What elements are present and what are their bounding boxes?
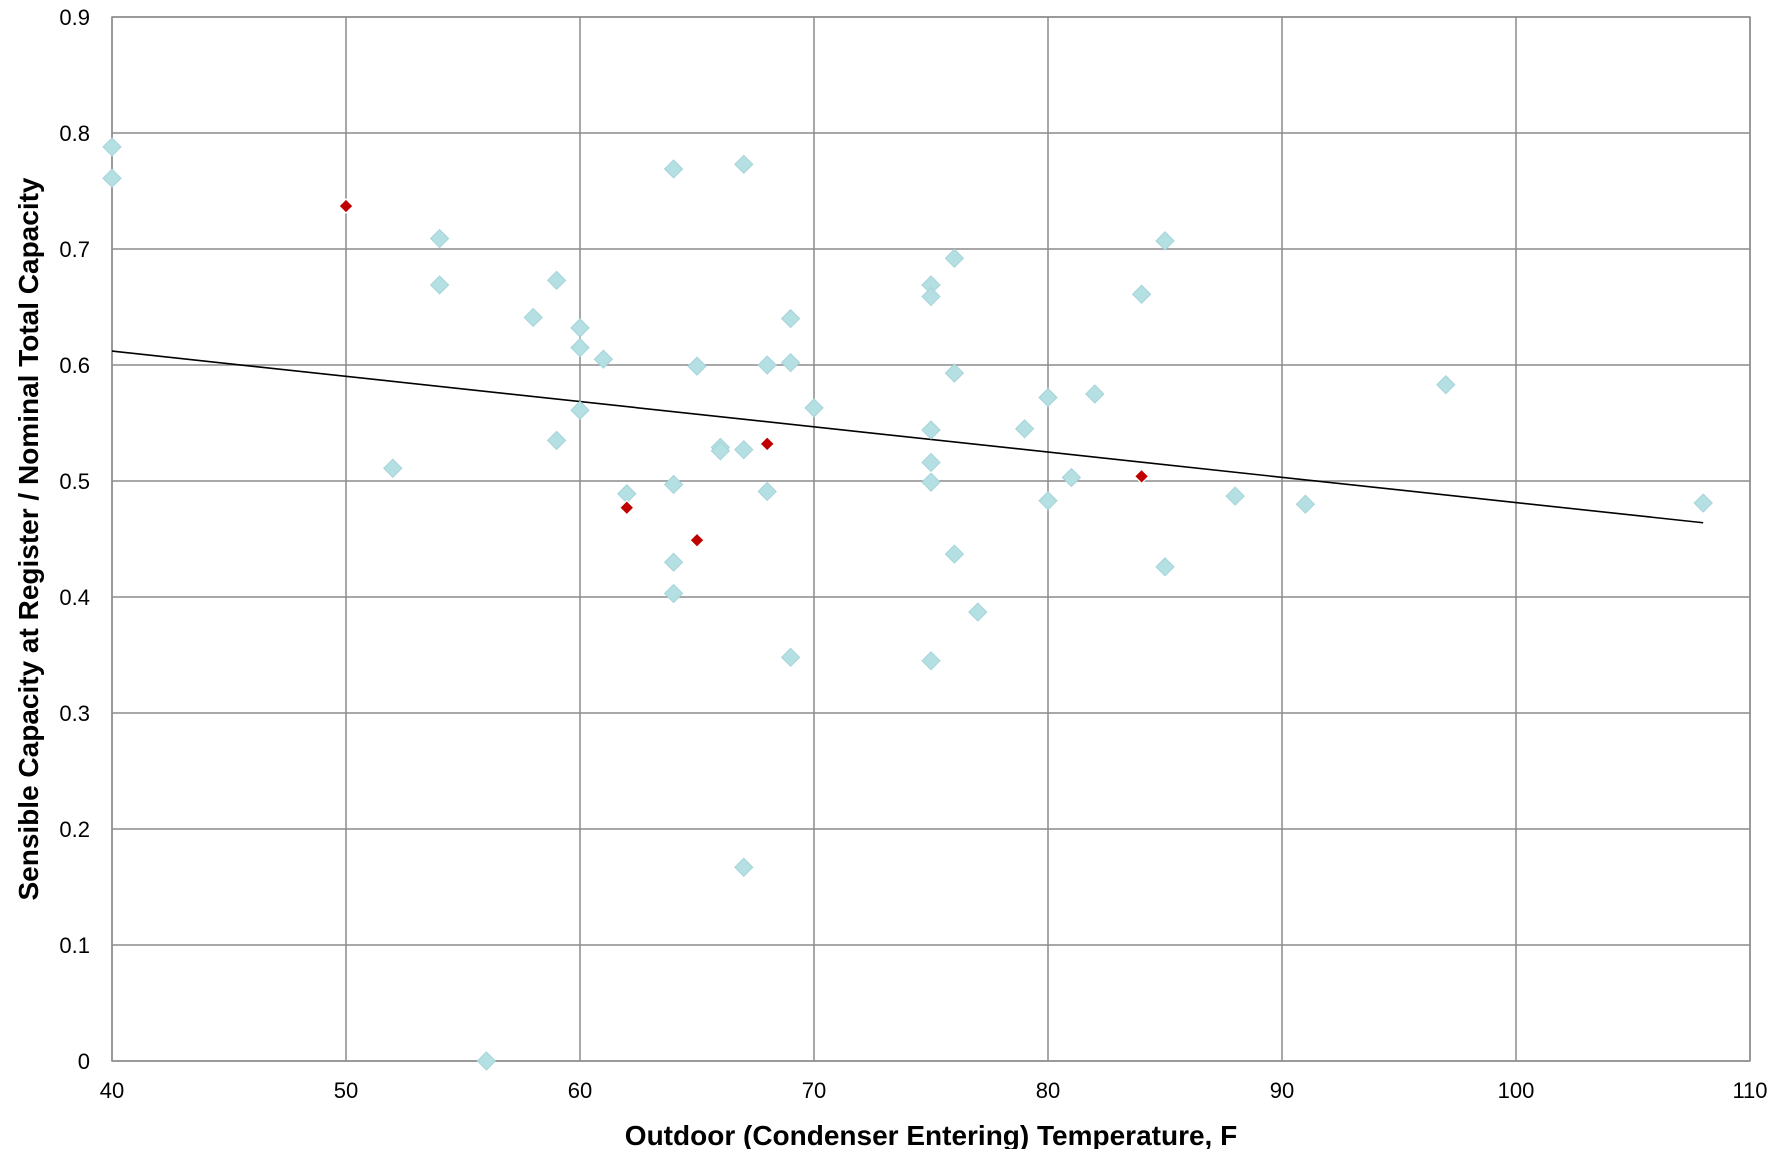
- highlighted-data-point: [689, 532, 705, 549]
- highlighted-data-point: [618, 499, 635, 516]
- data-point: [944, 248, 965, 268]
- data-point: [1085, 384, 1105, 404]
- y-tick-label: 0.1: [59, 933, 90, 958]
- data-point: [757, 481, 777, 502]
- highlighted-data-point: [1133, 468, 1150, 485]
- data-point: [1131, 284, 1152, 304]
- trendline: [111, 350, 1704, 524]
- data-point: [102, 137, 122, 157]
- data-point: [734, 154, 754, 175]
- x-tick-label: 100: [1498, 1078, 1535, 1103]
- data-point: [593, 349, 614, 369]
- data-point: [734, 857, 754, 877]
- data-point: [921, 472, 941, 492]
- data-point: [1155, 231, 1175, 251]
- y-tick-label: 0.8: [59, 121, 90, 146]
- x-tick-label: 60: [568, 1078, 592, 1103]
- data-point: [1155, 557, 1175, 577]
- data-point: [546, 270, 567, 291]
- data-point: [1693, 493, 1713, 513]
- x-axis-title: Outdoor (Condenser Entering) Temperature…: [625, 1120, 1237, 1149]
- y-axis-title: Sensible Capacity at Register / Nominal …: [13, 177, 44, 900]
- data-point: [546, 430, 567, 451]
- data-point: [429, 275, 450, 295]
- highlighted-data-point: [338, 198, 354, 214]
- x-tick-label: 70: [802, 1078, 826, 1103]
- data-point: [663, 159, 684, 179]
- data-point: [1295, 494, 1316, 514]
- data-point: [523, 307, 543, 328]
- x-tick-label: 90: [1270, 1078, 1294, 1103]
- data-point: [1038, 387, 1058, 408]
- data-point: [570, 337, 590, 358]
- data-point: [663, 552, 684, 572]
- data-point: [687, 356, 707, 376]
- y-tick-label: 0.5: [59, 469, 90, 494]
- x-tick-label: 50: [334, 1078, 358, 1103]
- y-tick-label: 0.7: [59, 237, 90, 262]
- plot-area-border: [111, 16, 1751, 1062]
- data-point: [804, 398, 824, 418]
- data-point: [780, 308, 801, 329]
- data-point: [921, 420, 941, 440]
- data-point: [429, 228, 450, 249]
- x-tick-label: 80: [1036, 1078, 1060, 1103]
- y-tick-label: 0: [78, 1049, 90, 1074]
- data-points: [102, 137, 1713, 1071]
- data-point: [1225, 486, 1245, 506]
- data-point: [1061, 467, 1082, 488]
- data-point: [570, 400, 590, 420]
- data-point: [780, 647, 801, 668]
- data-point: [1436, 375, 1456, 395]
- y-tick-label: 0.4: [59, 585, 90, 610]
- data-point: [968, 602, 988, 622]
- grid-lines: [111, 16, 1751, 1062]
- data-point: [944, 544, 965, 564]
- x-tick-label: 40: [100, 1078, 124, 1103]
- data-point: [476, 1051, 497, 1071]
- highlighted-data-point: [759, 436, 776, 452]
- data-point: [921, 651, 941, 671]
- y-axis-tick-labels: 0 0.1 0.2 0.3 0.4 0.5 0.6 0.7 0.8 0.9: [59, 5, 90, 1074]
- data-point: [663, 474, 684, 495]
- data-point: [663, 583, 684, 604]
- data-point: [1014, 419, 1035, 439]
- data-point: [921, 286, 941, 307]
- data-point: [710, 441, 731, 461]
- x-axis-tick-labels: 40 50 60 70 80 90 100 110: [100, 1078, 1768, 1103]
- data-point: [734, 439, 754, 460]
- data-point: [570, 318, 590, 338]
- data-point: [944, 363, 965, 383]
- y-tick-label: 0.3: [59, 701, 90, 726]
- data-point: [780, 352, 801, 373]
- y-tick-label: 0.6: [59, 353, 90, 378]
- data-point: [102, 168, 122, 188]
- data-point: [757, 355, 777, 375]
- x-tick-label: 110: [1732, 1078, 1767, 1103]
- y-tick-label: 0.2: [59, 817, 90, 842]
- y-tick-label: 0.9: [59, 5, 90, 30]
- data-point: [921, 452, 941, 473]
- data-point: [1038, 491, 1058, 511]
- data-point: [383, 458, 403, 478]
